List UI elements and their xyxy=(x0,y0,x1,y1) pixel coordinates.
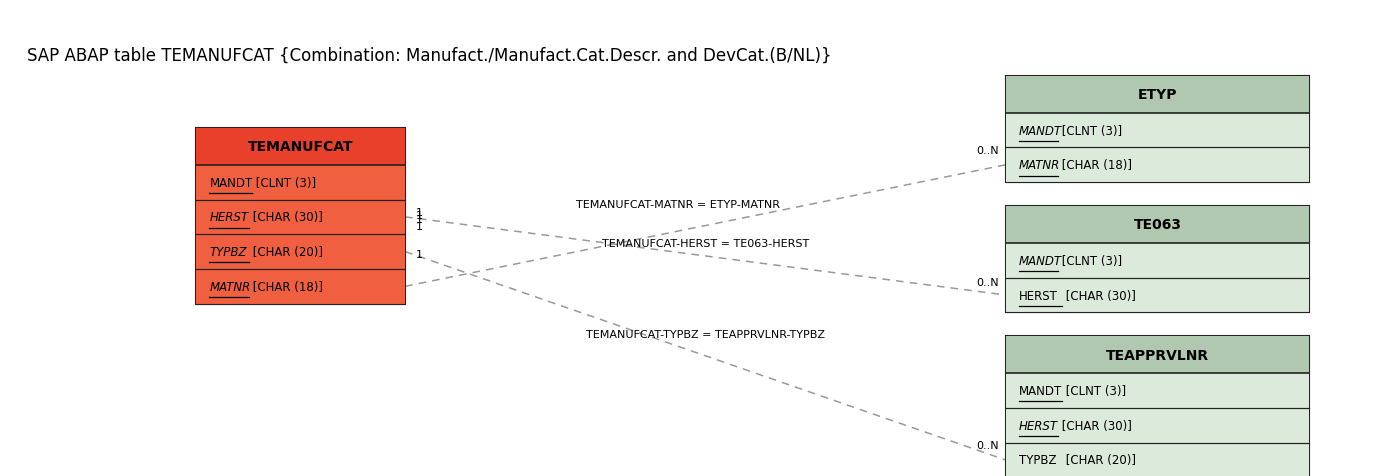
Bar xyxy=(1005,113,1310,148)
Text: HERST: HERST xyxy=(1019,289,1058,302)
Text: [CHAR (30)]: [CHAR (30)] xyxy=(1062,289,1136,302)
Bar xyxy=(1005,373,1310,408)
Text: [CHAR (20)]: [CHAR (20)] xyxy=(249,246,322,258)
Text: [CHAR (18)]: [CHAR (18)] xyxy=(249,280,322,293)
Bar xyxy=(196,235,405,269)
Text: ETYP: ETYP xyxy=(1137,88,1177,102)
Text: TEMANUFCAT-TYPBZ = TEAPPRVLNR-TYPBZ: TEMANUFCAT-TYPBZ = TEAPPRVLNR-TYPBZ xyxy=(585,329,825,339)
Text: MANDT: MANDT xyxy=(209,176,253,189)
Bar xyxy=(196,269,405,304)
Text: [CLNT (3)]: [CLNT (3)] xyxy=(1059,124,1122,137)
Text: [CHAR (30)]: [CHAR (30)] xyxy=(1059,419,1132,432)
Text: MANDT: MANDT xyxy=(1019,384,1063,397)
Text: 1: 1 xyxy=(416,221,423,231)
Bar xyxy=(1005,148,1310,183)
Text: 1: 1 xyxy=(416,207,423,217)
Bar xyxy=(1005,443,1310,476)
Text: 1: 1 xyxy=(416,210,423,220)
Text: [CLNT (3)]: [CLNT (3)] xyxy=(1062,384,1126,397)
Bar xyxy=(196,129,405,166)
Text: HERST: HERST xyxy=(1019,419,1058,432)
Text: [CHAR (30)]: [CHAR (30)] xyxy=(249,211,322,224)
Text: TYPBZ: TYPBZ xyxy=(209,246,246,258)
Text: SAP ABAP table TEMANUFCAT {Combination: Manufact./Manufact.Cat.Descr. and DevCat: SAP ABAP table TEMANUFCAT {Combination: … xyxy=(28,46,832,64)
Text: MATNR: MATNR xyxy=(209,280,251,293)
Text: MANDT: MANDT xyxy=(1019,124,1062,137)
Text: MANDT: MANDT xyxy=(1019,254,1062,267)
Bar xyxy=(196,166,405,200)
Text: TEMANUFCAT-MATNR = ETYP-MATNR: TEMANUFCAT-MATNR = ETYP-MATNR xyxy=(577,199,781,209)
Bar xyxy=(1005,243,1310,278)
Bar xyxy=(1005,77,1310,183)
Text: 1: 1 xyxy=(416,249,423,259)
Text: HERST: HERST xyxy=(209,211,248,224)
Bar xyxy=(1005,278,1310,313)
Bar xyxy=(1005,337,1310,476)
Text: MATNR: MATNR xyxy=(1019,159,1060,172)
Bar xyxy=(1005,337,1310,373)
Bar xyxy=(1005,207,1310,243)
Text: 0..N: 0..N xyxy=(976,278,998,288)
Text: TEMANUFCAT-HERST = TE063-HERST: TEMANUFCAT-HERST = TE063-HERST xyxy=(602,238,810,248)
Bar xyxy=(1005,77,1310,113)
Text: TE063: TE063 xyxy=(1133,218,1181,232)
Text: [CHAR (20)]: [CHAR (20)] xyxy=(1062,454,1136,466)
Text: [CLNT (3)]: [CLNT (3)] xyxy=(252,176,317,189)
Text: [CHAR (18)]: [CHAR (18)] xyxy=(1059,159,1132,172)
Text: TEAPPRVLNR: TEAPPRVLNR xyxy=(1106,348,1209,362)
Bar xyxy=(196,200,405,235)
Text: 1: 1 xyxy=(416,214,423,224)
Text: 0..N: 0..N xyxy=(976,440,998,450)
Bar xyxy=(1005,408,1310,443)
Bar xyxy=(1005,207,1310,313)
Bar xyxy=(196,129,405,304)
Text: 0..N: 0..N xyxy=(976,145,998,155)
Text: TYPBZ: TYPBZ xyxy=(1019,454,1056,466)
Text: TEMANUFCAT: TEMANUFCAT xyxy=(248,140,354,154)
Text: [CLNT (3)]: [CLNT (3)] xyxy=(1059,254,1122,267)
